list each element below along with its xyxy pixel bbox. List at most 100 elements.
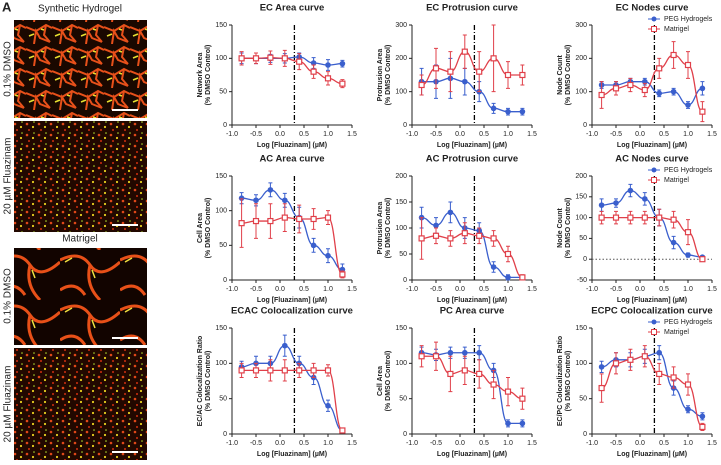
chart-title: AC Area curve <box>259 154 324 165</box>
x-tick-label: 0.5 <box>479 131 489 138</box>
y-axis-label: (% DMSO Control) <box>565 351 572 412</box>
y-tick-label: 50 <box>579 396 587 403</box>
x-tick-label: -1.0 <box>406 440 418 447</box>
point <box>282 342 288 349</box>
point <box>310 60 317 66</box>
chart-title: EC Nodes curve <box>616 3 689 14</box>
x-axis-label: Log [Fluazinam] (µM) <box>257 297 327 304</box>
y-tick-label: 0 <box>223 431 227 438</box>
y-axis-label: (% DMSO Control) <box>205 198 212 259</box>
x-tick-label: -0.5 <box>610 286 622 293</box>
y-tick-label: 50 <box>399 396 407 403</box>
x-axis-label: Log [Fluazinam] (µM) <box>257 451 327 458</box>
x-tick-label: 0.5 <box>479 286 489 293</box>
image-row-label: 0.1% DMSO <box>3 268 14 324</box>
x-tick-label: 0.0 <box>455 131 465 138</box>
x-tick-label: 1.5 <box>527 131 537 138</box>
y-axis-label: (% DMSO Control) <box>205 45 212 106</box>
x-tick-label: -1.0 <box>586 440 598 447</box>
x-tick-label: 0.5 <box>299 131 309 138</box>
series-line <box>421 352 523 425</box>
y-tick-label: 0 <box>583 431 587 438</box>
point <box>339 60 346 67</box>
series-line <box>421 211 523 279</box>
point <box>324 214 332 221</box>
legend-label: Matrigel <box>664 26 689 33</box>
y-tick-label: 50 <box>219 242 227 249</box>
point <box>670 216 677 223</box>
legend-label: PEG Hydrogels <box>664 319 713 326</box>
point <box>238 367 245 374</box>
image-row-label: 20 µM Fluazinam <box>3 138 14 215</box>
point <box>281 367 288 374</box>
x-tick-label: 1.0 <box>503 131 513 138</box>
point <box>490 235 497 242</box>
point <box>310 242 317 249</box>
point <box>641 214 648 221</box>
point <box>238 55 245 62</box>
point <box>447 68 454 75</box>
point <box>656 90 662 97</box>
x-tick-label: -0.5 <box>250 440 262 447</box>
point <box>519 71 526 79</box>
x-tick-label: 0.0 <box>455 440 465 447</box>
y-tick-label: 200 <box>395 55 407 62</box>
legend-marker <box>651 26 657 32</box>
chart-title: EC Area curve <box>260 3 325 14</box>
point <box>505 420 511 427</box>
x-tick-label: 0.5 <box>659 286 669 293</box>
y-axis-label: Protrusion Area <box>377 49 384 102</box>
point <box>433 222 439 229</box>
point <box>685 406 691 413</box>
y-tick-label: 50 <box>219 89 227 96</box>
y-axis-label: (% DMSO Control) <box>565 45 572 106</box>
y-tick-label: 200 <box>575 173 587 180</box>
point <box>519 274 526 281</box>
y-tick-label: 100 <box>215 360 227 367</box>
point <box>281 55 288 62</box>
point <box>432 232 440 239</box>
chart-title: AC Protrusion curve <box>426 154 518 165</box>
point <box>612 214 620 221</box>
x-tick-label: 1.0 <box>323 131 333 138</box>
y-tick-label: 50 <box>579 235 587 242</box>
x-tick-label: 1.0 <box>683 286 693 293</box>
point <box>612 360 620 367</box>
y-tick-label: 0 <box>583 122 587 129</box>
point <box>656 214 663 221</box>
point <box>684 61 692 69</box>
point <box>252 55 260 62</box>
x-tick-label: 1.5 <box>347 440 357 447</box>
point <box>670 51 677 59</box>
y-axis-label: (% DMSO Control) <box>385 45 392 106</box>
point <box>641 353 648 360</box>
chart-title: EC Protrusion curve <box>426 3 518 14</box>
y-tick-label: 100 <box>395 225 407 232</box>
point <box>447 370 454 378</box>
point <box>685 102 691 108</box>
x-tick-label: 0.0 <box>635 286 645 293</box>
point <box>339 271 346 278</box>
micrograph <box>14 248 147 345</box>
point <box>598 214 605 221</box>
point <box>656 349 662 356</box>
x-tick-label: -0.5 <box>610 440 622 447</box>
point <box>418 353 425 360</box>
point <box>505 108 511 115</box>
point <box>325 402 331 409</box>
y-tick-label: 100 <box>575 360 587 367</box>
x-tick-label: 1.0 <box>503 286 513 293</box>
y-tick-label: 100 <box>395 360 407 367</box>
point <box>598 384 605 392</box>
y-tick-label: 150 <box>215 22 227 29</box>
y-axis-label: Protrusion Area <box>377 202 384 255</box>
x-tick-label: 0.5 <box>659 440 669 447</box>
x-tick-label: 0.0 <box>275 440 285 447</box>
point <box>476 370 483 378</box>
point <box>670 239 677 246</box>
point <box>339 80 346 87</box>
legend-marker <box>651 329 657 335</box>
x-tick-label: 1.5 <box>707 131 717 138</box>
y-axis-label: EC/PC Colocalization Ratio <box>557 336 564 426</box>
